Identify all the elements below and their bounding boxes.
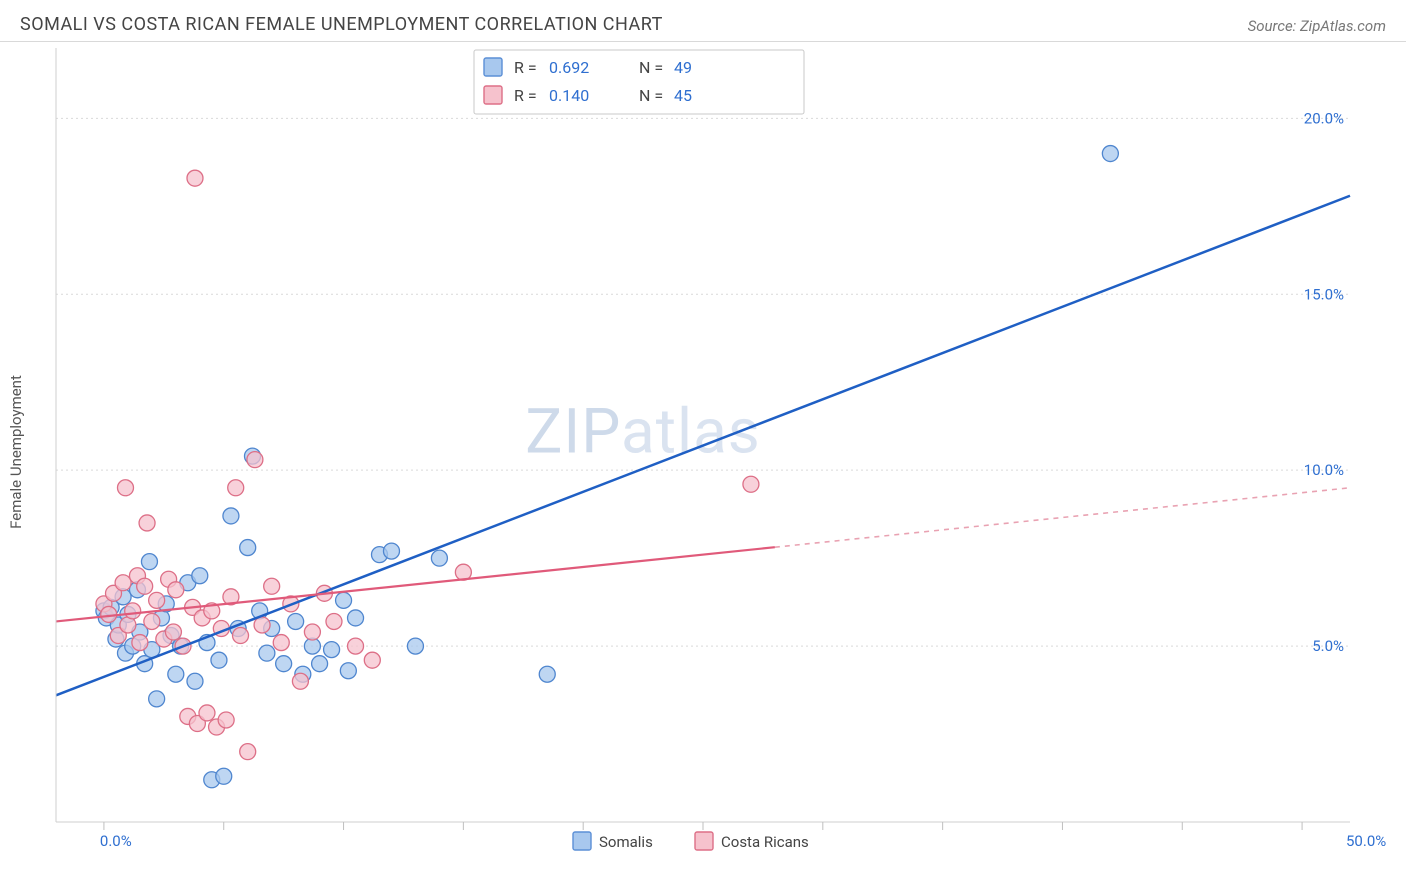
data-point [137, 578, 153, 594]
data-point [187, 673, 203, 689]
data-point [199, 705, 215, 721]
chart-title: SOMALI VS COSTA RICAN FEMALE UNEMPLOYMEN… [20, 14, 663, 35]
legend-n-label: N = [639, 86, 663, 105]
legend-n-value: 45 [674, 86, 692, 105]
data-point [168, 666, 184, 682]
data-point [117, 480, 133, 496]
legend-series-label: Costa Ricans [721, 833, 809, 851]
data-point [144, 613, 160, 629]
data-point [192, 568, 208, 584]
y-tick-label: 20.0% [1304, 109, 1344, 127]
legend-swatch [484, 86, 502, 104]
data-point [312, 656, 328, 672]
data-point [324, 642, 340, 658]
legend-r-value: 0.140 [549, 86, 589, 105]
data-point [247, 452, 263, 468]
data-point [216, 768, 232, 784]
data-point [1102, 146, 1118, 162]
data-point [539, 666, 555, 682]
data-point [292, 673, 308, 689]
data-point [125, 603, 141, 619]
data-point [383, 543, 399, 559]
legend-swatch [695, 832, 713, 850]
legend-r-label: R = [514, 86, 537, 105]
data-point [149, 691, 165, 707]
x-tick-label: 0.0% [100, 832, 132, 850]
y-tick-label: 5.0% [1312, 637, 1344, 655]
data-point [348, 610, 364, 626]
data-point [228, 480, 244, 496]
data-point [115, 575, 131, 591]
data-point [149, 592, 165, 608]
x-tick-label: 50.0% [1346, 832, 1386, 850]
legend-n-value: 49 [674, 58, 692, 77]
data-point [233, 628, 249, 644]
data-point [273, 635, 289, 651]
data-point [187, 170, 203, 186]
data-point [364, 652, 380, 668]
legend-swatch [484, 58, 502, 76]
legend-series-label: Somalis [599, 833, 653, 851]
data-point [240, 744, 256, 760]
header: SOMALI VS COSTA RICAN FEMALE UNEMPLOYMEN… [0, 0, 1406, 42]
data-point [223, 508, 239, 524]
legend-r-value: 0.692 [549, 58, 589, 77]
data-point [743, 476, 759, 492]
data-point [288, 613, 304, 629]
data-point [141, 554, 157, 570]
data-point [276, 656, 292, 672]
data-point [168, 582, 184, 598]
y-tick-label: 10.0% [1304, 461, 1344, 479]
data-point [340, 663, 356, 679]
data-point [431, 550, 447, 566]
data-point [240, 540, 256, 556]
data-point [326, 613, 342, 629]
data-point [348, 638, 364, 654]
y-axis-label: Female Unemployment [7, 375, 25, 529]
data-point [139, 515, 155, 531]
data-point [254, 617, 270, 633]
data-point [211, 652, 227, 668]
data-point [336, 592, 352, 608]
data-point [407, 638, 423, 654]
legend-r-label: R = [514, 58, 537, 77]
regression-line-pink-extrapolated [775, 488, 1350, 547]
data-point [264, 578, 280, 594]
legend-n-label: N = [639, 58, 663, 77]
data-point [165, 624, 181, 640]
regression-line-blue [56, 196, 1350, 696]
source-label: Source: ZipAtlas.com [1248, 17, 1386, 35]
legend-swatch [573, 832, 591, 850]
watermark: ZIPatlas [525, 396, 761, 469]
scatter-chart: 5.0% 10.0% 15.0% 20.0% ZIPatlas 0.0% 50.0% R = 0… [20, 42, 1386, 862]
data-point [259, 645, 275, 661]
data-point [304, 624, 320, 640]
y-tick-label: 15.0% [1304, 285, 1344, 303]
data-point [218, 712, 234, 728]
data-point [132, 635, 148, 651]
chart-container: Female Unemployment 5.0%10.0%15.0%20.0%Z… [20, 42, 1386, 862]
